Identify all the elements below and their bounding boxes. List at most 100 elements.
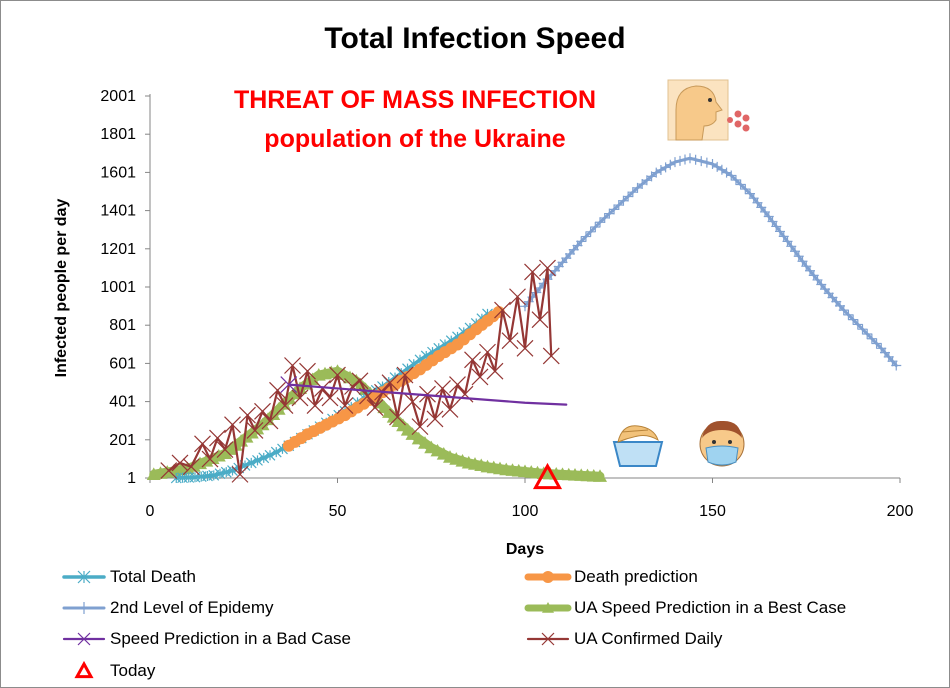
data-point [306, 397, 324, 415]
data-point [209, 429, 226, 447]
data-point [291, 389, 309, 407]
data-point [696, 156, 707, 167]
data-point [665, 159, 676, 170]
data-point [580, 231, 591, 242]
data-point [532, 462, 563, 490]
y-axis-label: Infected people per day [53, 198, 70, 378]
data-point [194, 435, 211, 453]
data-point [531, 311, 549, 329]
data-point [838, 305, 849, 316]
data-point [848, 314, 859, 325]
data-point [670, 157, 680, 168]
data-point [726, 170, 737, 181]
data-point [685, 153, 695, 164]
data-point [208, 469, 220, 481]
data-point [740, 184, 751, 195]
data-point [599, 212, 610, 223]
data-point [426, 410, 444, 428]
x-tick-label: 100 [512, 503, 539, 520]
y-tick-label: 1801 [100, 126, 136, 143]
data-point [245, 457, 257, 469]
data-point [336, 397, 354, 415]
data-point [246, 422, 264, 439]
data-point [276, 397, 294, 415]
data-point [201, 450, 219, 468]
data-point [258, 452, 270, 464]
data-point [160, 462, 178, 479]
data-point [299, 362, 316, 380]
x-tick-label: 50 [329, 503, 347, 520]
data-point [595, 217, 605, 228]
data-point [216, 441, 234, 458]
data-point [593, 469, 607, 482]
data-point [314, 379, 331, 397]
data-point [627, 187, 638, 198]
annotation-threat: THREAT OF MASS INFECTION [233, 86, 597, 114]
data-point [441, 401, 459, 418]
data-point [171, 454, 189, 472]
x-tick-label: 200 [887, 503, 914, 520]
data-point [613, 200, 624, 211]
data-point [220, 466, 232, 478]
data-point [843, 309, 854, 320]
data-point [862, 328, 873, 339]
data-point [280, 376, 298, 394]
y-tick-label: 1001 [100, 279, 136, 296]
data-point [516, 339, 534, 357]
data-point [501, 332, 519, 350]
series-line [287, 383, 568, 406]
y-tick-label: 401 [109, 394, 136, 411]
data-point [623, 191, 634, 202]
data-point [464, 351, 481, 369]
data-point [852, 319, 863, 330]
series-line [523, 156, 898, 368]
data-point [293, 381, 307, 395]
data-point [542, 347, 560, 365]
person-sneezing-icon [667, 79, 750, 141]
data-point [264, 449, 276, 461]
data-point [411, 418, 429, 436]
data-point [329, 366, 346, 384]
data-point [539, 259, 556, 277]
data-point [509, 288, 526, 306]
series-today [532, 462, 563, 490]
data-point [494, 301, 511, 319]
data-point [284, 357, 301, 374]
data-point [396, 366, 414, 384]
series-speed-prediction-in-a-bad-case [280, 376, 568, 406]
y-tick-label: 1401 [100, 203, 136, 220]
data-point [609, 204, 620, 215]
data-point [231, 465, 249, 483]
x-tick-label: 150 [699, 503, 726, 520]
x-tick-label: 0 [146, 503, 155, 520]
chart-title: Total Infection Speed [324, 22, 626, 55]
data-point [224, 416, 241, 434]
y-tick-label: 801 [109, 317, 136, 334]
data-point [471, 368, 489, 386]
data-point [252, 454, 263, 466]
data-point [344, 378, 361, 395]
data-point [730, 174, 741, 185]
data-point [871, 338, 882, 349]
data-point [351, 372, 369, 390]
data-point [618, 195, 629, 206]
y-tick-label: 201 [109, 432, 136, 449]
x-axis-label: Days [505, 541, 545, 558]
data-point [182, 458, 200, 476]
data-point [381, 374, 399, 392]
data-point [321, 389, 339, 407]
data-point [701, 157, 712, 168]
data-point [449, 376, 466, 394]
hand-washing-icon [612, 425, 664, 467]
series-line [167, 266, 553, 476]
data-point [604, 208, 615, 219]
data-point [590, 222, 601, 233]
data-point [214, 468, 226, 480]
data-point [680, 154, 690, 165]
data-point [419, 385, 436, 403]
data-point [524, 263, 541, 281]
data-point [389, 408, 406, 426]
data-point [261, 412, 279, 430]
